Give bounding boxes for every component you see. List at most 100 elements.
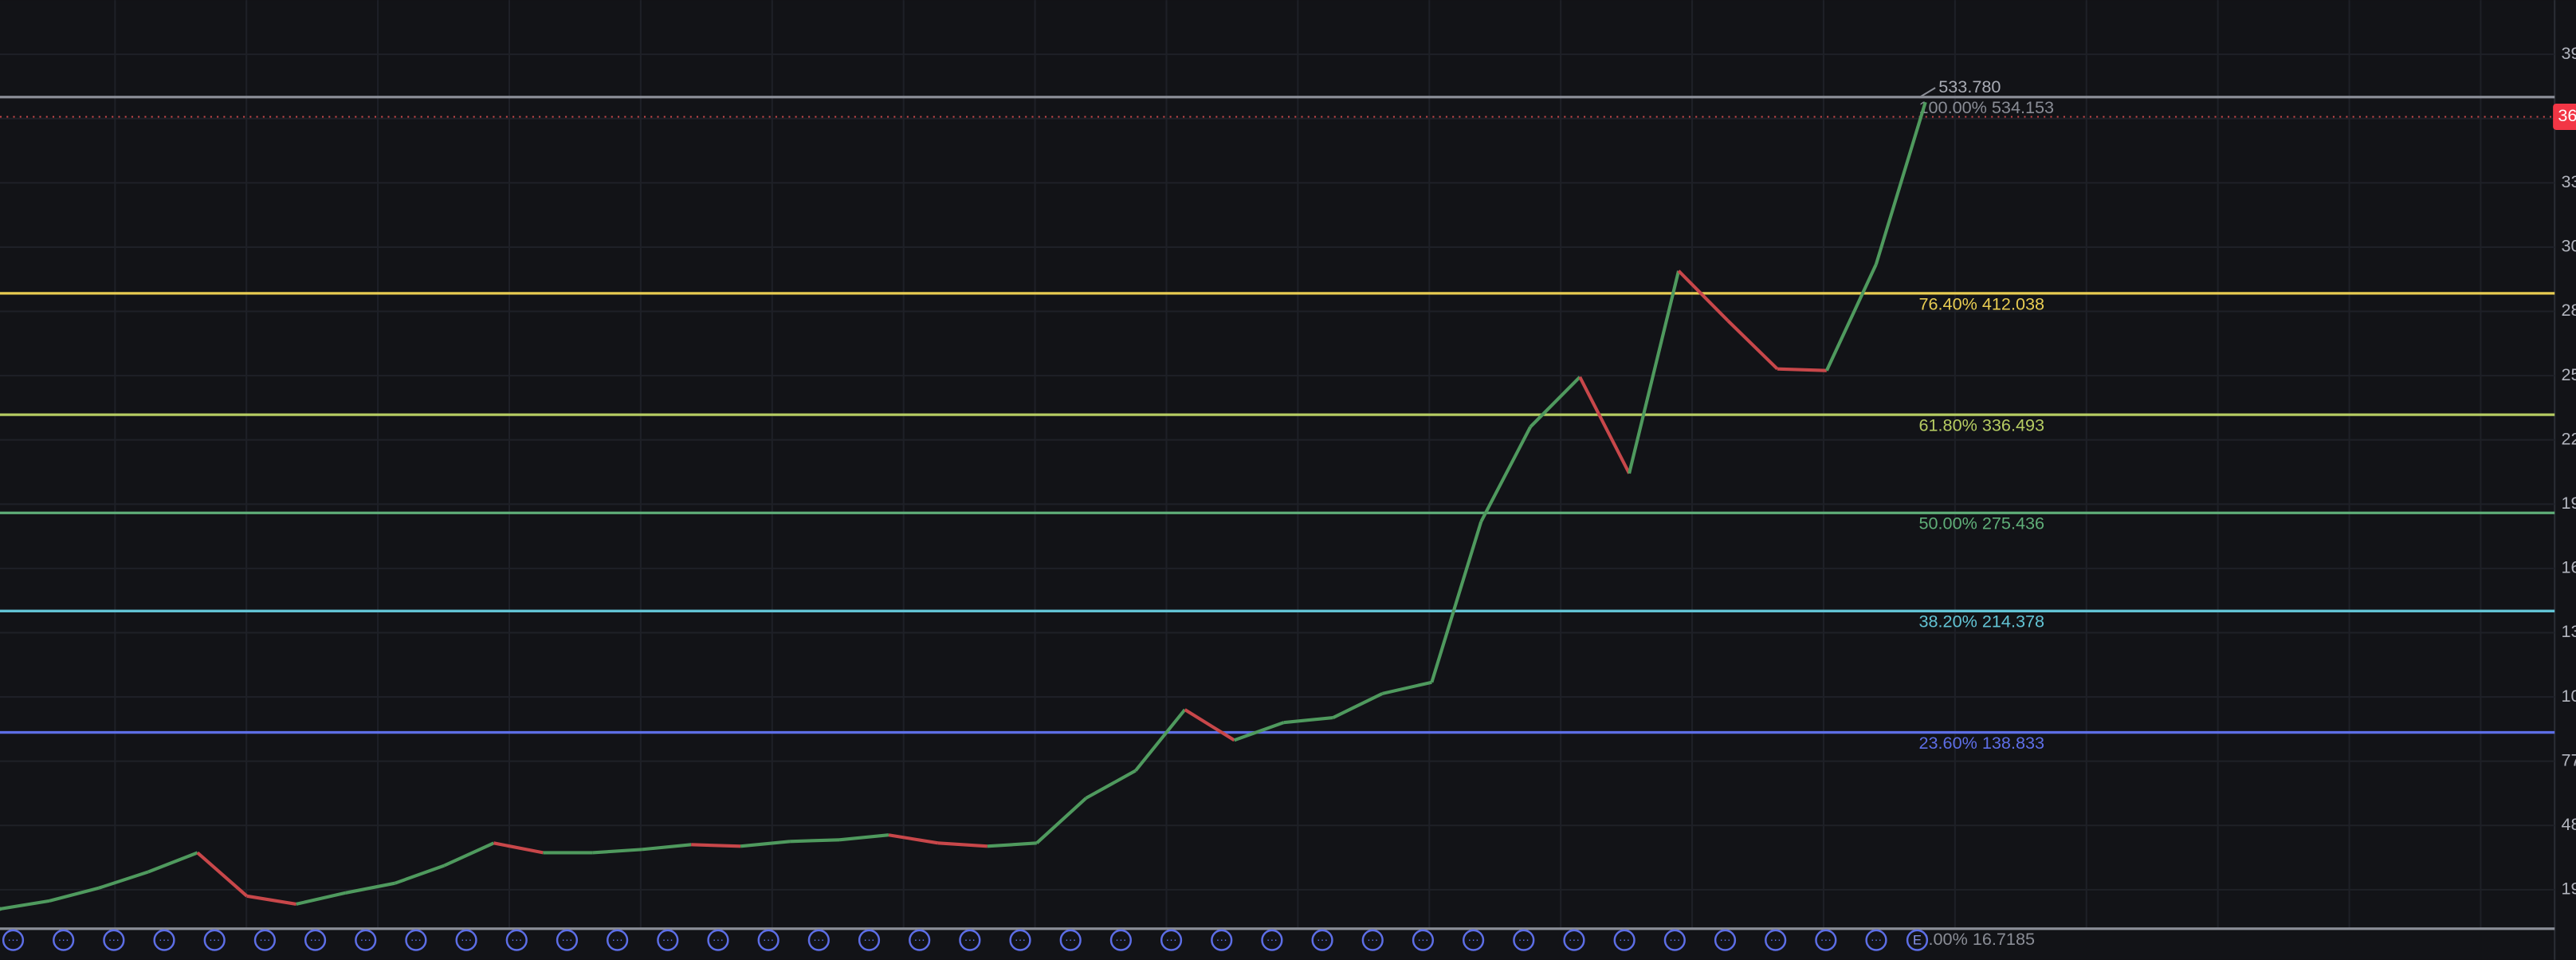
event-icon xyxy=(253,929,276,951)
price-segment xyxy=(1430,521,1483,683)
event-icon-dots: ··· xyxy=(511,934,522,946)
event-icon-dots: ··· xyxy=(1115,934,1126,946)
price-tag: 36 xyxy=(2558,105,2576,125)
price-segment xyxy=(493,841,544,855)
y-axis-label: 22 xyxy=(2561,428,2576,448)
event-icon xyxy=(909,929,931,951)
event-icon xyxy=(455,929,477,951)
event-icon xyxy=(1563,929,1585,951)
event-icon-dots: ··· xyxy=(1769,934,1781,946)
fib-price: 138.833 xyxy=(1982,733,2044,753)
event-icon-dots: ··· xyxy=(461,934,472,946)
y-axis-label: 48 xyxy=(2561,814,2576,834)
high-label: 533.780 xyxy=(1938,77,2001,96)
event-icon xyxy=(1815,929,1837,951)
event-icon-dots: ··· xyxy=(1317,934,1328,946)
event-icon xyxy=(1059,929,1082,951)
event-icon xyxy=(1009,929,1031,951)
fib-level-label: 61.80% 336.493 xyxy=(1919,415,2045,435)
price-segment xyxy=(740,840,791,848)
fib-level-label: 23.60% 138.833 xyxy=(1919,733,2045,753)
price-segment xyxy=(98,870,149,890)
price-segment xyxy=(246,894,296,906)
price-segment xyxy=(345,881,395,895)
event-icon-dots: ··· xyxy=(1619,934,1630,946)
event-icon xyxy=(858,929,881,951)
price-segment xyxy=(0,899,50,911)
fib-price: 275.436 xyxy=(1982,513,2044,533)
price-segment xyxy=(1874,101,1927,266)
event-icon-dots: ··· xyxy=(410,934,422,946)
price-segment xyxy=(987,841,1037,848)
event-icon xyxy=(707,929,729,951)
event-icon xyxy=(505,929,528,951)
event-icon-dots: ··· xyxy=(1266,934,1278,946)
event-icon-dots: ··· xyxy=(1518,934,1530,946)
event-icon xyxy=(657,929,679,951)
event-icon xyxy=(959,929,981,951)
price-segment xyxy=(1085,769,1137,800)
price-segment xyxy=(592,848,642,855)
price-segment xyxy=(147,851,198,874)
event-icon xyxy=(1361,929,1384,951)
event-icon-dots: ··· xyxy=(713,934,724,946)
event-icon-dots: ··· xyxy=(1065,934,1076,946)
event-icon xyxy=(1714,929,1737,951)
fib-ratio: 50.00% xyxy=(1919,513,1977,533)
price-segment xyxy=(1283,716,1333,725)
event-icon xyxy=(1463,929,1485,951)
y-axis-label: 13 xyxy=(2561,621,2576,641)
event-icon xyxy=(1865,929,1887,951)
event-icon-dots: ··· xyxy=(360,934,371,946)
price-segment xyxy=(888,833,939,845)
event-icon xyxy=(607,929,629,951)
event-icon-dots: ··· xyxy=(863,934,874,946)
event-icon-dots: ··· xyxy=(7,934,18,946)
event-icon xyxy=(304,929,327,951)
event-icon-dots: ··· xyxy=(1719,934,1730,946)
price-segment xyxy=(1825,263,1878,372)
fib-level-label: 100.00% 534.153 xyxy=(1919,97,2055,117)
price-segment xyxy=(691,843,741,848)
price-segment xyxy=(49,886,100,903)
price-segment xyxy=(394,864,446,885)
event-icon xyxy=(556,929,579,951)
event-icon xyxy=(405,929,427,951)
fib-level-label: 0.00% 16.7185 xyxy=(1919,929,2036,949)
event-icon-dots: ··· xyxy=(1820,934,1832,946)
earnings-icon xyxy=(1906,929,1929,951)
event-icon xyxy=(2,929,25,951)
y-axis-label: 77 xyxy=(2561,750,2576,769)
price-segment xyxy=(1332,692,1384,719)
price-segment xyxy=(937,841,988,848)
fib-ratio: 23.60% xyxy=(1919,733,1977,753)
price-segment xyxy=(1628,270,1681,474)
event-icon xyxy=(355,929,377,951)
price-segment xyxy=(1677,270,1730,322)
fib-price: 214.378 xyxy=(1982,611,2044,631)
event-icon-dots: ··· xyxy=(1165,934,1176,946)
y-axis-label: 19 xyxy=(2561,493,2576,513)
price-segment xyxy=(1184,708,1235,742)
price-segment xyxy=(838,833,889,842)
fib-ratio: 61.80% xyxy=(1919,415,1977,435)
fib-level-label: 50.00% 275.436 xyxy=(1919,513,2045,533)
earnings-label: E xyxy=(1913,934,1922,948)
price-segment xyxy=(296,891,347,906)
price-segment xyxy=(1233,721,1285,742)
price-tag-bg xyxy=(2553,103,2576,130)
fib-level-label: 38.20% 214.378 xyxy=(1919,611,2045,631)
event-icon-dots: ··· xyxy=(309,934,320,946)
fib-level-label: 76.40% 412.038 xyxy=(1919,293,2045,313)
event-icon-dots: ··· xyxy=(1669,934,1680,946)
y-axis-label: 19 xyxy=(2561,879,2576,899)
fib-price: 534.153 xyxy=(1992,97,2054,117)
event-icon xyxy=(1311,929,1333,951)
price-segment xyxy=(443,841,495,868)
fib-price: 336.493 xyxy=(1982,415,2044,435)
event-icon xyxy=(103,929,125,951)
event-icon-dots: ··· xyxy=(662,934,673,946)
event-icon-dots: ··· xyxy=(1871,934,1882,946)
event-icon xyxy=(807,929,830,951)
